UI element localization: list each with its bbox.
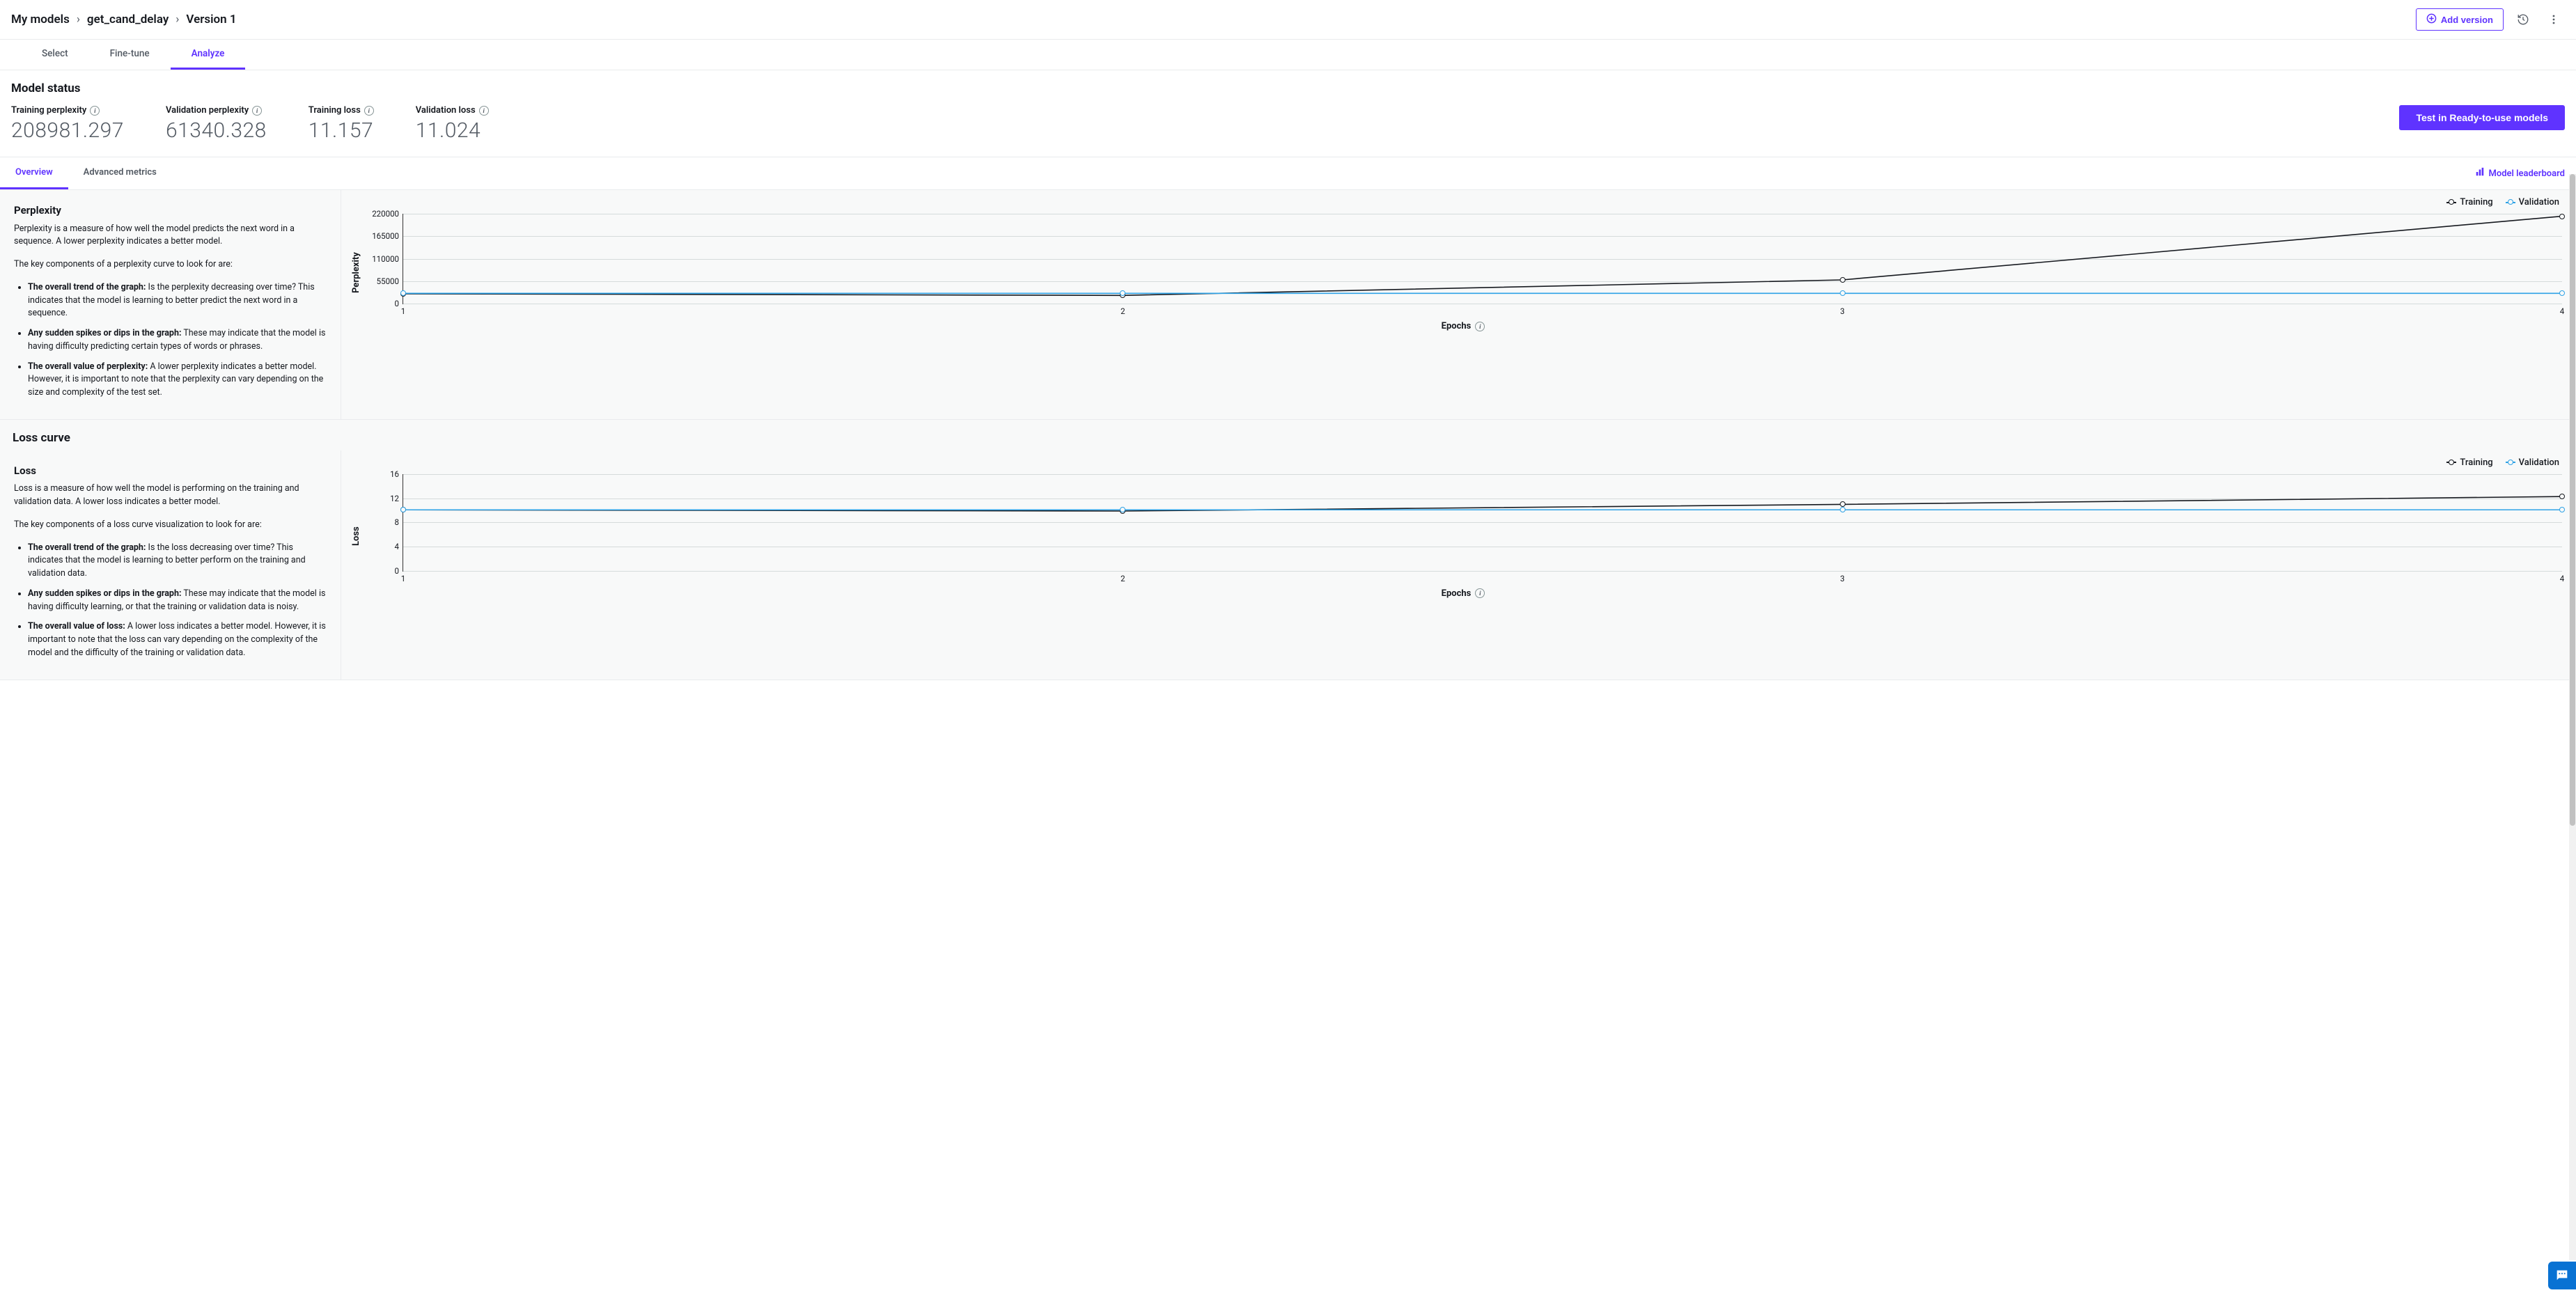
subtab-overview[interactable]: Overview bbox=[0, 157, 68, 189]
loss-ylabel: Loss bbox=[348, 474, 364, 599]
bullet: The overall trend of the graph: Is the l… bbox=[28, 542, 327, 581]
breadcrumb-version: Version 1 bbox=[186, 13, 236, 26]
info-icon[interactable]: i bbox=[252, 106, 262, 116]
bar-chart-icon bbox=[2475, 167, 2485, 180]
tab-select[interactable]: Select bbox=[21, 40, 89, 70]
analyze-subtabs-row: Overview Advanced metrics Model leaderbo… bbox=[0, 157, 2576, 190]
header-actions: Add version bbox=[2416, 8, 2565, 31]
loss-curve-section-title: Loss curve bbox=[0, 420, 2576, 450]
info-icon[interactable]: i bbox=[479, 106, 489, 116]
add-version-label: Add version bbox=[2441, 15, 2493, 25]
chat-fab-icon[interactable] bbox=[2548, 1262, 2576, 1289]
loss-description: Loss Loss is a measure of how well the m… bbox=[0, 450, 341, 680]
metric-training-loss: Training lossi 11.157 bbox=[309, 105, 374, 143]
legend-validation: Validation bbox=[2506, 457, 2559, 468]
perplexity-description: Perplexity Perplexity is a measure of ho… bbox=[0, 190, 341, 419]
overview-content: Perplexity Perplexity is a measure of ho… bbox=[0, 190, 2576, 680]
loss-plot: 04812161234 bbox=[403, 474, 2562, 572]
breadcrumb-project[interactable]: get_cand_delay bbox=[87, 13, 169, 26]
status-metrics: Training perplexityi 208981.297 Validati… bbox=[11, 105, 489, 143]
bullet: The overall value of perplexity: A lower… bbox=[28, 361, 327, 400]
info-icon[interactable]: i bbox=[1475, 588, 1485, 598]
breadcrumb-root[interactable]: My models bbox=[11, 13, 70, 26]
loss-xlabel: Epochsi bbox=[364, 588, 2562, 599]
kebab-menu-icon[interactable] bbox=[2543, 8, 2565, 31]
legend-validation: Validation bbox=[2506, 197, 2559, 207]
info-icon[interactable]: i bbox=[1475, 322, 1485, 331]
bullet: The overall trend of the graph: Is the p… bbox=[28, 281, 327, 320]
bullet: The overall value of loss: A lower loss … bbox=[28, 620, 327, 659]
loss-legend: Training Validation bbox=[2446, 457, 2559, 468]
subtab-advanced-metrics[interactable]: Advanced metrics bbox=[68, 157, 172, 189]
bullet: Any sudden spikes or dips in the graph: … bbox=[28, 588, 327, 614]
main-tabs: Select Fine-tune Analyze bbox=[0, 40, 2576, 70]
chevron-right-icon: › bbox=[175, 13, 179, 26]
plus-circle-icon bbox=[2426, 13, 2437, 26]
perplexity-title: Perplexity bbox=[14, 203, 327, 219]
loss-panel: Loss Loss is a measure of how well the m… bbox=[0, 450, 2576, 680]
breadcrumb: My models › get_cand_delay › Version 1 bbox=[11, 13, 237, 26]
model-leaderboard-link[interactable]: Model leaderboard bbox=[2475, 167, 2565, 180]
info-icon[interactable]: i bbox=[90, 106, 100, 116]
test-ready-models-button[interactable]: Test in Ready-to-use models bbox=[2399, 105, 2565, 130]
loss-chart-area: Training Validation Loss 04812161234 Epo… bbox=[341, 450, 2576, 680]
info-icon[interactable]: i bbox=[364, 106, 374, 116]
perplexity-chart-area: Training Validation Perplexity 055000110… bbox=[341, 190, 2576, 419]
perplexity-legend: Training Validation bbox=[2446, 197, 2559, 207]
perplexity-xlabel: Epochsi bbox=[364, 321, 2562, 331]
model-status-title: Model status bbox=[11, 81, 2565, 95]
legend-training: Training bbox=[2446, 197, 2492, 207]
perplexity-ylabel: Perplexity bbox=[348, 214, 364, 331]
legend-training: Training bbox=[2446, 457, 2492, 468]
perplexity-plot: 0550001100001650002200001234 bbox=[403, 214, 2562, 304]
history-icon[interactable] bbox=[2512, 8, 2534, 31]
metric-training-perplexity: Training perplexityi 208981.297 bbox=[11, 105, 124, 143]
add-version-button[interactable]: Add version bbox=[2416, 8, 2504, 31]
loss-title: Loss bbox=[14, 463, 327, 479]
page-header: My models › get_cand_delay › Version 1 A… bbox=[0, 0, 2576, 40]
model-status-section: Model status Training perplexityi 208981… bbox=[0, 70, 2576, 157]
metric-validation-loss: Validation lossi 11.024 bbox=[416, 105, 489, 143]
tab-analyze[interactable]: Analyze bbox=[171, 40, 246, 70]
tab-finetune[interactable]: Fine-tune bbox=[89, 40, 171, 70]
vertical-scrollbar[interactable] bbox=[2569, 174, 2576, 1260]
metric-validation-perplexity: Validation perplexityi 61340.328 bbox=[166, 105, 267, 143]
perplexity-panel: Perplexity Perplexity is a measure of ho… bbox=[0, 190, 2576, 420]
chevron-right-icon: › bbox=[77, 13, 80, 26]
bullet: Any sudden spikes or dips in the graph: … bbox=[28, 327, 327, 354]
